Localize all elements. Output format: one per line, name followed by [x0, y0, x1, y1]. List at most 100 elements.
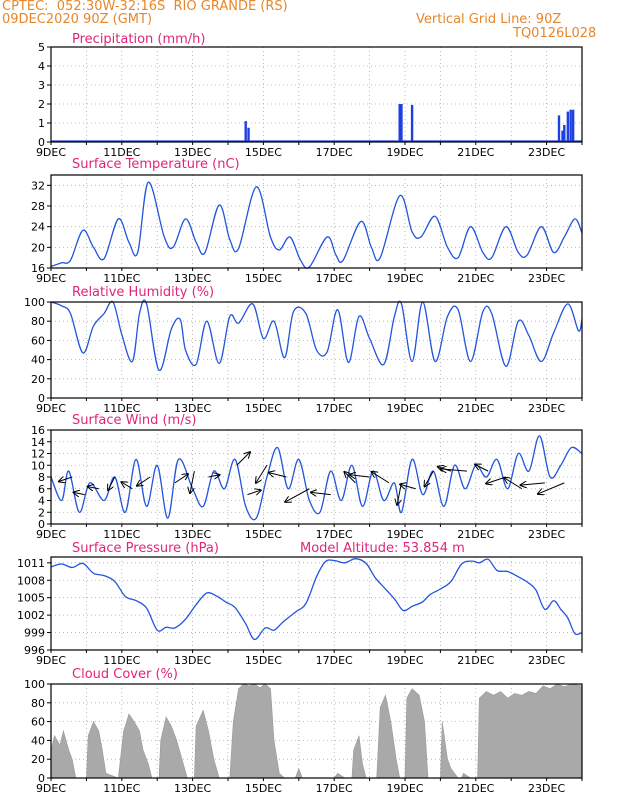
precip-bar [571, 109, 575, 142]
panel-5: Surface Pressure (hPa) Model Altitude: 53… [17, 541, 583, 667]
y-tick-label: 996 [24, 644, 45, 657]
precip-bar [244, 121, 247, 142]
plot-frame [50, 174, 583, 269]
x-tick-label: 13DEC [174, 654, 211, 667]
station-header: CPTEC: 052:30W-32:16S RIO GRANDE (RS) [2, 0, 288, 14]
y-tick-label: 80 [31, 697, 45, 710]
wind-arrow [538, 482, 565, 494]
y-tick-label: 999 [24, 627, 45, 640]
series-line [50, 181, 583, 269]
y-tick-label: 20 [31, 373, 45, 386]
plot-frame [50, 301, 583, 399]
panel-title: Cloud Cover (%) [72, 667, 178, 682]
y-tick-label: 14 [31, 436, 45, 449]
y-tick-label: 0 [38, 136, 45, 149]
x-tick-label: 11DEC [103, 146, 140, 159]
plot-frame [50, 683, 583, 779]
wind-arrow [425, 470, 434, 486]
x-tick-label: 9DEC [36, 402, 66, 415]
y-tick-label: 32 [31, 179, 45, 192]
wind-arrow [441, 469, 467, 471]
x-tick-label: 17DEC [316, 402, 353, 415]
plot-frame [50, 556, 583, 651]
y-tick-label: 1008 [17, 574, 45, 587]
wind-arrow [208, 475, 220, 477]
x-tick-label: 15DEC [245, 528, 282, 541]
wind-arrow [486, 476, 507, 484]
wind-arrow [108, 476, 116, 490]
series-line [50, 299, 583, 371]
x-tick-label: 19DEC [386, 654, 423, 667]
precip-bar [566, 111, 570, 142]
y-tick-label: 0 [38, 772, 45, 785]
panel-1: Precipitation (mm/h) 0 1 2 3 4 5 9DEC 11DEC 13DEC… [36, 32, 583, 159]
x-tick-label: 13DEC [174, 146, 211, 159]
wind-arrow [350, 475, 370, 477]
x-tick-label: 21DEC [457, 402, 494, 415]
x-tick-label: 13DEC [174, 402, 211, 415]
precip-bar [247, 127, 250, 142]
x-tick-label: 15DEC [245, 654, 282, 667]
wind-arrow [137, 476, 151, 486]
precip-bar [557, 115, 561, 142]
y-tick-label: 20 [31, 241, 45, 254]
x-tick-label: 11DEC [103, 402, 140, 415]
wind-arrow [475, 465, 489, 472]
y-tick-label: 1 [38, 117, 45, 130]
wind-arrow [174, 474, 188, 484]
y-tick-label: 1005 [17, 592, 45, 605]
x-tick-label: 13DEC [174, 782, 211, 795]
panel-3: Relative Humidity (%) 0 20 40 60 80 100 9DEC 11D… [24, 285, 583, 415]
y-tick-label: 16 [31, 262, 45, 275]
x-tick-label: 11DEC [103, 782, 140, 795]
wind-arrow [256, 464, 268, 483]
model-altitude: Model Altitude: 53.854 m [300, 541, 465, 556]
y-tick-label: 5 [38, 41, 45, 54]
y-tick-label: 1011 [17, 557, 45, 570]
y-tick-label: 20 [31, 753, 45, 766]
wind-arrow [236, 452, 250, 466]
x-tick-label: 11DEC [103, 528, 140, 541]
y-tick-label: 8 [38, 471, 45, 484]
x-tick-label: 21DEC [457, 528, 494, 541]
precip-bar [398, 104, 401, 142]
y-tick-label: 0 [38, 392, 45, 405]
x-tick-label: 11DEC [103, 272, 140, 285]
x-tick-label: 17DEC [316, 782, 353, 795]
wind-arrow [74, 492, 85, 494]
y-tick-label: 80 [31, 315, 45, 328]
x-tick-label: 17DEC [316, 272, 353, 285]
series-line [50, 558, 583, 641]
y-tick-label: 3 [38, 79, 45, 92]
product-code: TQ0126L028 [513, 26, 597, 41]
y-tick-label: 2 [38, 506, 45, 519]
x-tick-label: 9DEC [36, 146, 66, 159]
precip-bar [563, 124, 566, 142]
y-tick-label: 10 [31, 459, 45, 472]
x-tick-label: 15DEC [245, 272, 282, 285]
wind-arrow [311, 492, 331, 494]
x-tick-label: 23DEC [528, 272, 565, 285]
precip-bar [561, 130, 564, 142]
x-tick-label: 19DEC [386, 272, 423, 285]
x-tick-label: 23DEC [528, 782, 565, 795]
y-tick-label: 40 [31, 734, 45, 747]
x-tick-label: 9DEC [36, 272, 66, 285]
y-tick-label: 60 [31, 334, 45, 347]
wind-arrow [504, 478, 523, 490]
y-tick-label: 0 [38, 518, 45, 531]
y-tick-label: 16 [31, 424, 45, 437]
x-tick-label: 19DEC [386, 528, 423, 541]
wind-arrow [121, 482, 133, 490]
y-tick-label: 100 [24, 678, 45, 691]
wind-arrow [397, 482, 402, 505]
y-tick-label: 60 [31, 716, 45, 729]
x-tick-label: 9DEC [36, 782, 66, 795]
x-tick-label: 19DEC [386, 782, 423, 795]
y-tick-label: 1002 [17, 609, 45, 622]
x-tick-label: 15DEC [245, 782, 282, 795]
x-tick-label: 19DEC [386, 402, 423, 415]
wind-arrow [400, 484, 416, 488]
